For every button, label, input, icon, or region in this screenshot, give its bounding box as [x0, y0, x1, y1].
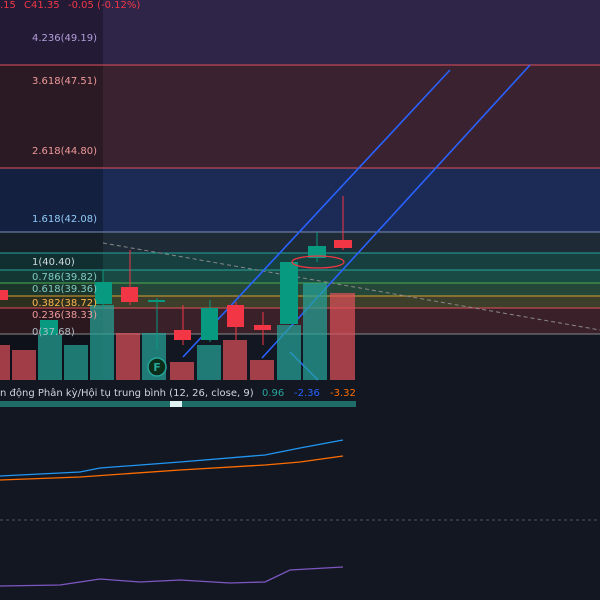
macd-line: [0, 439, 344, 477]
histogram-strip: [0, 401, 356, 407]
fib-label: 0.786(39.82): [32, 272, 97, 283]
fib-label: 0(37.68): [32, 327, 75, 338]
candles: [0, 196, 352, 350]
indicator-legend-bg: [0, 384, 356, 400]
header-open: .15: [0, 0, 16, 11]
header-close: C41.35: [24, 0, 60, 11]
volume-bars: [0, 283, 355, 380]
indicator-value: -2.36: [294, 388, 320, 399]
fib-label: 4.236(49.19): [32, 33, 97, 44]
fib-label: 1.618(42.08): [32, 214, 97, 225]
marker-text: F: [153, 361, 161, 374]
rsi-line: [0, 566, 344, 587]
fib-label: 0.618(39.36): [32, 284, 97, 295]
indicator-value: 0.96: [262, 388, 284, 399]
header-change: -0.05 (-0.12%): [68, 0, 140, 11]
fib-label: 0.382(38.72): [32, 298, 97, 309]
fib-label: 0.236(38.33): [32, 310, 97, 321]
fib-zones: [0, 0, 600, 334]
indicator-name: n động Phân kỳ/Hội tụ trung bình (12, 26…: [0, 387, 254, 399]
fib-label: 2.618(44.80): [32, 146, 97, 157]
fib-label: 1(40.40): [32, 257, 75, 268]
signal-line: [0, 455, 344, 481]
indicator-value: -3.32: [330, 388, 356, 399]
fib-labels: 4.236(49.19) 3.618(47.51) 2.618(44.80) 1…: [32, 33, 97, 338]
marker-badge: [147, 357, 167, 377]
fib-label: 3.618(47.51): [32, 76, 97, 87]
